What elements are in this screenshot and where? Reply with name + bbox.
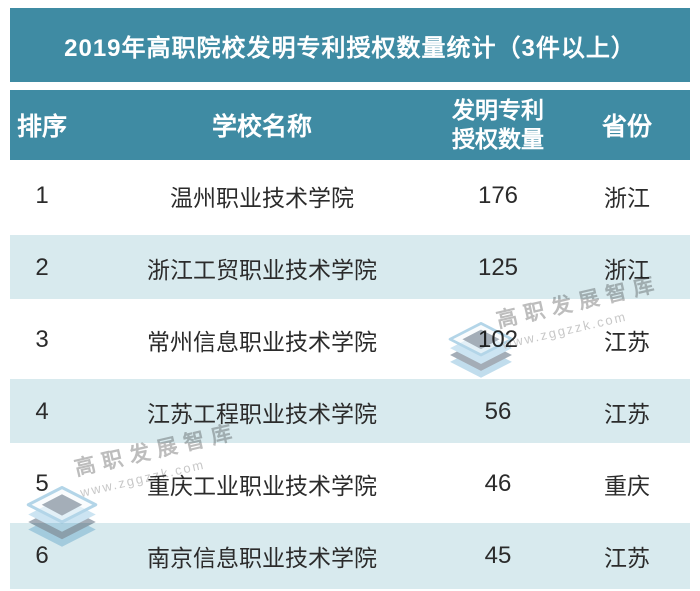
column-header-count: 发明专利 授权数量 (450, 96, 546, 154)
school-name-cell: 常州信息职业技术学院 (147, 329, 377, 355)
patent-count-cell: 56 (484, 398, 512, 425)
province-cell: 江苏 (604, 544, 650, 571)
rank-cell: 1 (35, 182, 49, 209)
rank-cell: 2 (35, 254, 49, 281)
table-row: 4 江苏工程职业技术学院 56 江苏 (10, 376, 690, 448)
stats-table-card: 2019年高职院校发明专利授权数量统计（3件以上） 排序 学校名称 发明专利 授… (10, 8, 690, 591)
table-row: 1 温州职业技术学院 176 浙江 (10, 160, 690, 232)
table-body: 1 温州职业技术学院 176 浙江 2 浙江工贸职业技术学院 125 浙江 3 … (10, 160, 690, 591)
rank-cell: 5 (35, 470, 49, 497)
patent-count-cell: 45 (484, 541, 512, 569)
page-title: 2019年高职院校发明专利授权数量统计（3件以上） (64, 34, 636, 62)
rank-cell: 3 (35, 326, 49, 353)
column-header-count-line2: 授权数量 (452, 126, 544, 152)
school-name-cell: 南京信息职业技术学院 (147, 544, 377, 571)
table-title-bar: 2019年高职院校发明专利授权数量统计（3件以上） (10, 8, 690, 82)
school-name-cell: 温州职业技术学院 (170, 185, 354, 211)
table-row: 3 常州信息职业技术学院 102 江苏 (10, 304, 690, 376)
school-name-cell: 江苏工程职业技术学院 (147, 401, 377, 427)
province-cell: 重庆 (604, 473, 650, 499)
patent-count-cell: 102 (477, 326, 519, 353)
patent-count-cell: 46 (484, 470, 512, 497)
school-name-cell: 重庆工业职业技术学院 (147, 473, 377, 499)
province-cell: 江苏 (604, 401, 650, 427)
school-name-cell: 浙江工贸职业技术学院 (147, 257, 377, 283)
column-header-province: 省份 (601, 113, 652, 141)
table-row: 5 重庆工业职业技术学院 46 重庆 (10, 448, 690, 520)
patent-count-cell: 176 (477, 182, 519, 209)
table-row: 6 南京信息职业技术学院 45 江苏 (10, 520, 690, 591)
table-row: 2 浙江工贸职业技术学院 125 浙江 (10, 232, 690, 304)
province-cell: 浙江 (604, 257, 650, 283)
rank-cell: 6 (35, 541, 49, 569)
rank-cell: 4 (35, 398, 49, 425)
column-header-school: 学校名称 (211, 113, 312, 141)
province-cell: 江苏 (604, 329, 650, 355)
province-cell: 浙江 (604, 185, 650, 211)
table-header-row: 排序 学校名称 发明专利 授权数量 省份 (10, 90, 690, 160)
column-header-count-line1: 发明专利 (452, 97, 544, 123)
column-header-rank: 排序 (16, 113, 67, 141)
patent-count-cell: 125 (477, 254, 519, 281)
